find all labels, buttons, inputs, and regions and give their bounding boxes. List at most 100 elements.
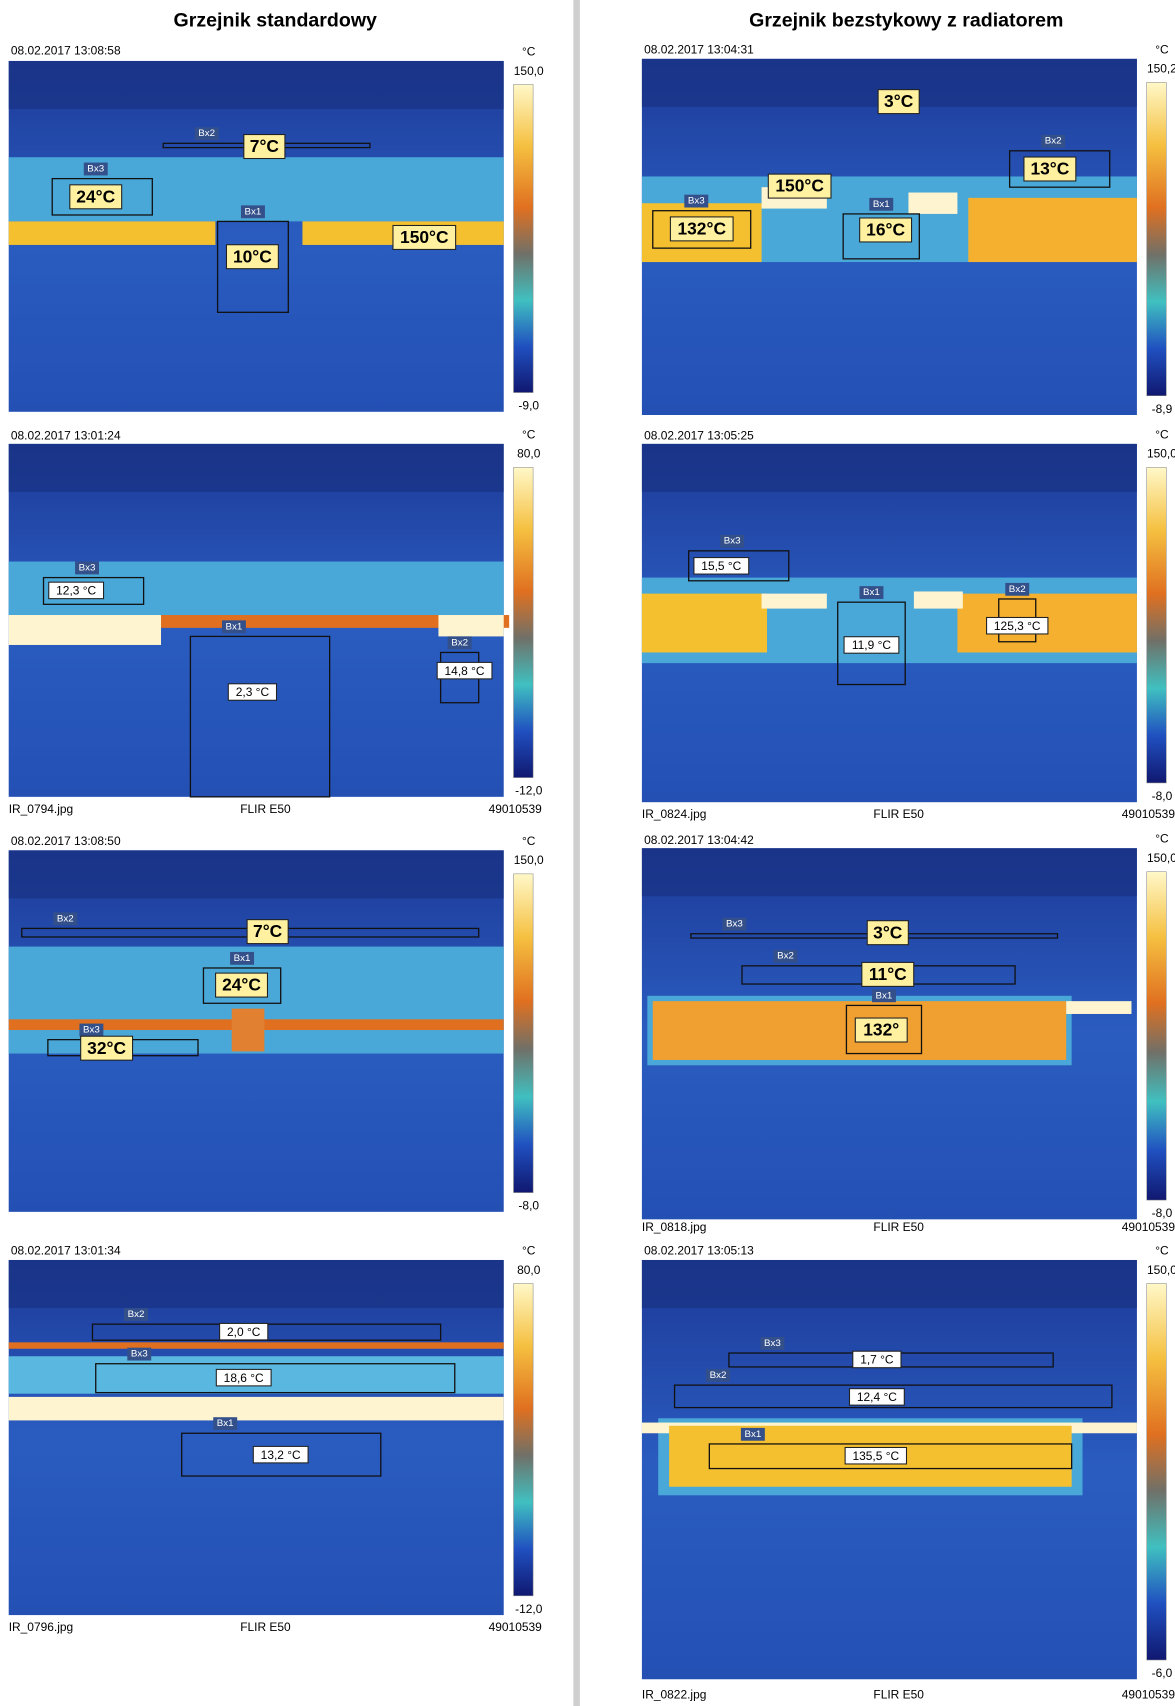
scale-bar [513,467,534,778]
reading-bg [767,173,832,199]
reading-bg [69,184,123,210]
tag-bg [213,1417,238,1431]
column-title: Grzejnik standardowy [174,10,378,32]
image-shade [641,443,1137,493]
reading: 125,3 °C [994,619,1041,633]
heat-zone [231,1008,265,1052]
heat-zone [8,221,216,245]
timestamp: 08.02.2017 13:04:42 [644,833,754,847]
file-name: IR_0824.jpg [642,807,707,821]
scale-max: 150,0 [514,64,544,78]
reading: 3°C [873,922,902,942]
tag: Bx1 [234,953,251,964]
scale-unit: °C [522,45,536,59]
scale-min: -6,0 [1152,1666,1173,1680]
tag: Bx2 [1009,584,1026,595]
file-name: IR_0794.jpg [9,802,74,816]
tag: Bx2 [1045,136,1062,147]
reading: 16°C [866,220,905,240]
measure-box [181,1432,382,1477]
camera: FLIR E50 [873,1220,924,1234]
reading: 10°C [233,246,272,266]
camera: FLIR E50 [240,802,291,816]
scale-max: 150,0 [514,853,544,867]
tag-bg [79,1023,104,1037]
tag-bg [53,912,78,926]
camera: FLIR E50 [873,1688,924,1702]
tag: Bx3 [87,164,104,175]
reading: 1,7 °C [860,1353,894,1367]
reading: 132° [863,1020,899,1040]
tag-bg [83,162,108,176]
measure-box [673,1384,1113,1409]
timestamp: 08.02.2017 13:05:13 [644,1244,754,1258]
tag-bg [221,620,246,634]
file-name: IR_0822.jpg [642,1688,707,1702]
measure-box [202,967,282,1004]
timestamp: 08.02.2017 13:05:25 [644,429,754,443]
reading-bg [1023,156,1077,182]
reading-bg [215,972,269,998]
reading: 24°C [222,975,261,995]
tag: Bx1 [863,587,880,598]
tag: Bx2 [451,637,468,648]
reading-bg [392,224,457,250]
tag: Bx1 [225,621,242,632]
reading: 14,8 °C [445,664,485,678]
scale-unit: °C [1155,42,1169,56]
tag: Bx2 [710,1370,727,1381]
scale-max: 150,0 [1147,1263,1175,1277]
tag: Bx3 [724,536,741,547]
scale-max: 80,0 [517,1263,541,1277]
reading: 24°C [76,187,115,207]
tag-bg [760,1336,785,1350]
tag: Bx3 [83,1025,100,1036]
measure-box [216,220,289,313]
camera: FLIR E50 [240,1620,291,1634]
reading-bg [219,1322,269,1341]
reading: 2,0 °C [227,1325,261,1339]
tag-bg [869,197,894,211]
reading-bg [843,636,900,654]
heat-zone [913,591,963,609]
timestamp: 08.02.2017 13:01:34 [11,1244,121,1258]
tag-bg [773,949,798,963]
scale-min: -12,0 [515,784,543,798]
reading: 7°C [250,136,279,156]
image-shade [8,850,504,899]
reading: 18,6 °C [224,1371,264,1385]
divider [573,0,580,1706]
scale-bar [1146,82,1167,397]
reading-bg [243,134,286,160]
tag-bg [1005,582,1030,596]
tag: Bx1 [876,990,893,1001]
tag: Bx1 [217,1418,234,1429]
tag: Bx3 [764,1338,781,1349]
tag: Bx3 [688,196,705,207]
measure-box [1008,150,1111,188]
scale-max: 150,2 [1147,62,1175,76]
timestamp: 08.02.2017 13:08:50 [11,834,121,848]
reading: 132°C [677,219,726,239]
heat-zone [1066,1001,1132,1014]
image-shade [641,1259,1137,1309]
serial: 49010539 [489,1620,543,1634]
measure-box [51,177,153,216]
tag: Bx1 [245,206,262,217]
image-shade [641,848,1137,897]
column-title: Grzejnik bezstykowy z radiatorem [749,10,1063,32]
heat-zone [641,593,768,653]
reading: 32°C [87,1038,126,1058]
scale-min: -8,0 [1152,789,1173,803]
reading-bg [225,244,279,270]
heat-zone [761,593,827,609]
reading: 13°C [1030,159,1069,179]
reading: 135,5 °C [852,1449,899,1463]
scale-min: -8,0 [518,1199,539,1213]
reading-bg [227,683,278,701]
reading-bg [848,1388,905,1406]
scale-unit: °C [522,1244,536,1258]
thermal-image [8,1259,504,1616]
scale-min: -9,0 [518,399,539,413]
